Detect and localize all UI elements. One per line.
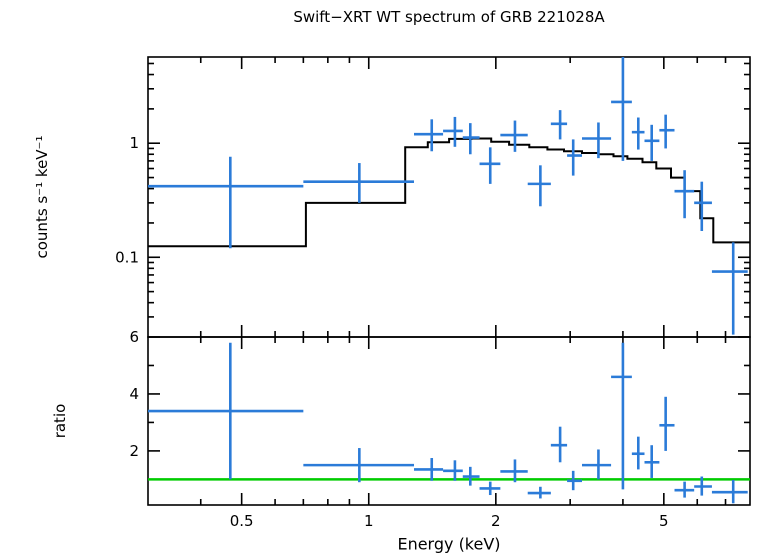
y-tick-label: 6: [129, 328, 139, 346]
panel-frame-ratio: [147, 336, 751, 506]
axes-ticks: [148, 57, 750, 505]
x-tick-label: 1: [364, 512, 374, 530]
spectrum-data-points: [148, 57, 748, 335]
y-tick-label: 1: [129, 134, 139, 152]
model-step-line: [148, 137, 750, 248]
x-axis-label: Energy (keV): [397, 534, 501, 554]
x-tick-label: 2: [491, 512, 501, 530]
tick-labels: 0.1 1 2 4 6 0.5 1 2 5: [115, 134, 668, 530]
x-tick-label: 5: [659, 512, 669, 530]
chart-title: Swift−XRT WT spectrum of GRB 221028A: [293, 8, 605, 26]
panel-frame-spectrum: [147, 56, 751, 338]
y-tick-label: 4: [129, 385, 139, 403]
y-tick-label: 2: [129, 442, 139, 460]
y-tick-label: 0.1: [115, 248, 139, 266]
x-tick-label: 0.5: [230, 512, 254, 530]
ratio-data-points: [148, 342, 748, 504]
